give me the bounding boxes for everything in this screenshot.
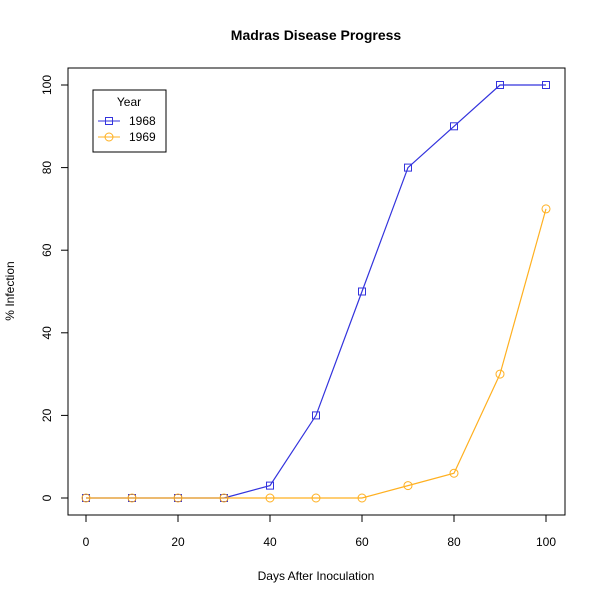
data-point	[541, 204, 551, 214]
legend-label-1969: 1969	[129, 130, 156, 144]
x-tick-label: 40	[263, 535, 277, 549]
x-tick-label: 0	[83, 535, 90, 549]
chart-title: Madras Disease Progress	[231, 27, 402, 43]
y-tick-label: 80	[40, 161, 54, 175]
legend-marker-1968	[105, 117, 113, 125]
data-point	[266, 481, 274, 490]
data-point	[542, 81, 550, 89]
legend: Year 1968 1969	[92, 89, 167, 153]
data-point	[265, 493, 275, 503]
data-point	[449, 468, 459, 478]
x-tick-label: 20	[171, 535, 185, 549]
x-axis-label: Days After Inoculation	[258, 569, 375, 583]
y-axis-label: % Infection	[3, 261, 17, 320]
legend-label-1968: 1968	[129, 114, 156, 128]
data-point	[311, 493, 321, 503]
data-point	[403, 481, 413, 491]
y-tick-label: 60	[40, 243, 54, 257]
y-tick-label: 100	[40, 75, 54, 95]
data-point	[312, 411, 320, 420]
legend-marker-1969	[104, 132, 114, 142]
data-point	[450, 122, 458, 131]
data-point	[357, 493, 367, 503]
x-tick-label: 60	[355, 535, 369, 549]
data-point	[358, 287, 366, 296]
y-tick-label: 20	[40, 408, 54, 422]
series-line-1969	[86, 208, 547, 499]
y-tick-label: 0	[40, 494, 54, 501]
data-point	[127, 493, 137, 503]
legend-title: Year	[117, 95, 141, 109]
y-tick-label: 40	[40, 326, 54, 340]
x-tick-label: 80	[447, 535, 461, 549]
series-1969	[81, 204, 551, 503]
data-point	[496, 81, 504, 89]
data-point	[404, 163, 412, 172]
x-tick-label: 100	[536, 535, 556, 549]
data-point	[173, 493, 183, 503]
data-point	[495, 369, 505, 379]
data-point	[219, 493, 229, 503]
data-point	[81, 493, 91, 503]
